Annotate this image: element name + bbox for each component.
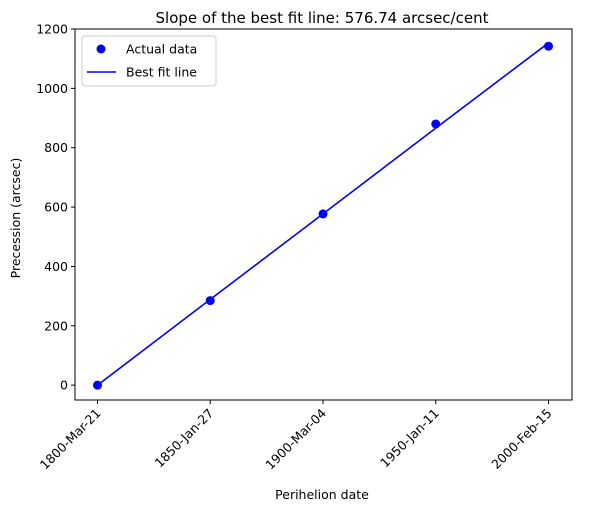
y-axis: 0 200 400 600 800 1000 1200 <box>36 22 75 393</box>
x-axis-label: Perihelion date <box>275 487 369 502</box>
y-tick-label: 0 <box>60 378 68 393</box>
x-tick-label: 1850-Jan-27 <box>152 406 217 471</box>
x-tick-label: 2000-Feb-15 <box>488 406 554 472</box>
legend-box <box>81 35 217 87</box>
data-point <box>205 296 215 306</box>
y-tick-label: 200 <box>44 318 68 333</box>
legend-marker-actual-data <box>96 44 106 54</box>
y-tick-label: 1200 <box>36 22 68 37</box>
y-tick-label: 400 <box>44 259 68 274</box>
x-tick-label: 1900-Mar-04 <box>262 405 329 472</box>
y-tick-label: 800 <box>44 140 68 155</box>
data-point <box>431 119 441 129</box>
y-tick-label: 1000 <box>36 81 68 96</box>
data-point <box>93 380 102 390</box>
y-axis-label: Precession (arcsec) <box>8 158 23 279</box>
x-tick-label: 1800-Mar-21 <box>37 406 104 473</box>
data-point <box>544 41 553 51</box>
legend: Actual data Best fit line <box>81 35 217 87</box>
x-axis: 1800-Mar-21 1850-Jan-27 1900-Mar-04 1950-Ja… <box>37 400 555 472</box>
plot-area <box>93 41 553 390</box>
legend-label-actual-data: Actual data <box>126 42 197 57</box>
x-tick-label: 1950-Jan-11 <box>377 406 442 471</box>
data-point <box>318 209 328 219</box>
chart-title: Slope of the best fit line: 576.74 arcse… <box>156 9 489 27</box>
legend-label-best-fit-line: Best fit line <box>126 65 197 80</box>
y-tick-label: 600 <box>44 200 68 215</box>
